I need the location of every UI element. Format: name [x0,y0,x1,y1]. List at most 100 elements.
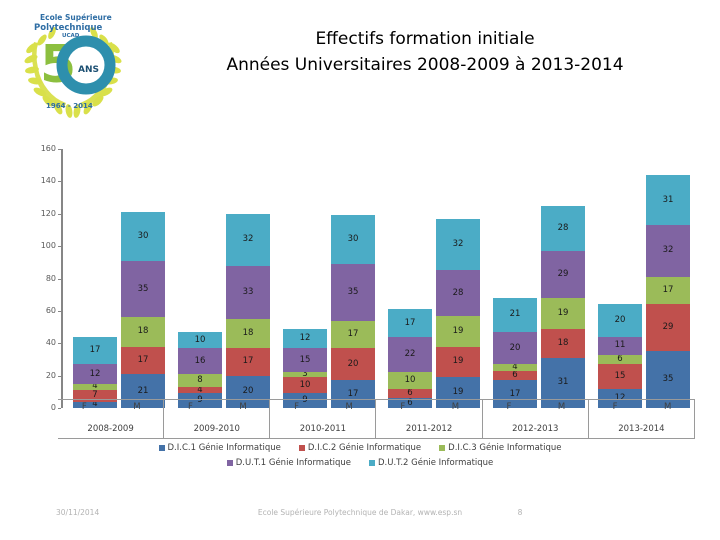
bar-value-label: 6 [617,354,623,364]
bar-segment[interactable]: 32 [645,225,691,277]
bar-group-2012-2013: 21 20 4 6 17 28 29 19 18 31 [482,149,587,408]
bar-segment[interactable]: 20 [225,375,271,408]
x-axis-group-2012-2013: F M 2012-2013 [483,399,589,439]
bar-segment[interactable]: 19 [435,377,481,408]
bar-segment[interactable]: 20 [330,348,376,381]
bar-segment[interactable]: 12 [282,328,328,349]
bar-segment[interactable]: 17 [330,380,376,408]
bar-segment[interactable]: 4 [492,364,538,371]
bar-segment[interactable]: 17 [645,276,691,305]
bar-group-2009-2010: 10 16 8 4 9 32 33 18 17 20 [167,149,272,408]
legend-item-DIC2[interactable]: D.I.C.2 Génie Informatique [298,441,421,456]
legend-swatch-icon [298,445,305,452]
bar-segment[interactable]: 28 [435,270,481,316]
bar-segment[interactable]: 12 [72,364,118,384]
bar-segment[interactable]: 7 [72,390,118,402]
bar-segment[interactable]: 17 [492,380,538,408]
stacked-bar-2010-2011-F[interactable]: 12 15 3 10 9 [282,328,328,408]
bar-segment[interactable]: 11 [597,336,643,355]
x-axis-year-label: 2010-2011 [299,424,347,434]
bar-segment[interactable]: 6 [597,354,643,365]
bar-segment[interactable]: 30 [120,212,166,261]
stacked-bar-2011-2012-M[interactable]: 32 28 19 19 19 [435,218,481,408]
x-axis-group-2011-2012: F M 2011-2012 [377,399,483,439]
bar-segment[interactable]: 17 [330,320,376,349]
x-axis-bottom-line [58,438,695,439]
bar-segment[interactable]: 19 [435,315,481,347]
stacked-bar-2013-2014-F[interactable]: 20 11 6 15 12 [597,304,643,408]
bar-segment[interactable]: 35 [645,351,691,408]
legend-item-DIC1[interactable]: D.I.C.1 Génie Informatique [158,441,281,456]
bar-segment[interactable]: 10 [387,372,433,389]
bar-segment[interactable]: 17 [387,309,433,337]
bar-segment[interactable]: 4 [177,386,223,394]
bar-value-label: 20 [509,342,521,353]
stacked-bar-2011-2012-F[interactable]: 17 22 10 6 6 [387,309,433,408]
bar-segment[interactable]: 6 [492,370,538,381]
stacked-bar-2012-2013-F[interactable]: 21 20 4 6 17 [492,297,538,408]
bar-segment[interactable]: 32 [225,213,271,266]
x-axis-sub-label-F: F [294,402,300,412]
bar-segment[interactable]: 29 [645,304,691,352]
stacked-bar-2013-2014-M[interactable]: 31 32 17 29 35 [645,174,691,408]
bar-segment[interactable]: 10 [282,377,328,394]
bar-segment[interactable]: 28 [540,205,586,252]
bar-segment[interactable]: 35 [120,260,166,318]
bar-segment[interactable]: 9 [177,393,223,408]
bar-segment[interactable]: 20 [492,331,538,365]
bar-value-label: 35 [347,286,359,297]
bar-value-label: 17 [662,285,674,296]
bar-segment[interactable]: 6 [387,398,433,408]
stacked-bar-2009-2010-M[interactable]: 32 33 18 17 20 [225,213,271,408]
y-tick-label-0: 0 [50,403,56,412]
bar-segment[interactable]: 6 [387,388,433,399]
stacked-bar-2012-2013-M[interactable]: 28 29 19 18 31 [540,205,586,408]
bar-value-label: 10 [194,334,206,345]
bar-value-label: 20 [614,315,626,326]
bar-segment[interactable]: 21 [120,374,166,408]
bar-segment[interactable]: 4 [72,401,118,408]
bar-segment[interactable]: 15 [597,364,643,389]
bar-segment[interactable]: 12 [597,388,643,408]
x-axis-group-2013-2014: F M 2013-2014 [589,399,695,439]
bar-segment[interactable]: 31 [645,174,691,226]
bar-segment[interactable]: 33 [225,265,271,319]
bar-segment[interactable]: 8 [177,374,223,387]
bar-segment[interactable]: 20 [597,304,643,337]
bar-segment[interactable]: 9 [282,393,328,408]
x-axis-sub-label-M: M [557,402,566,412]
legend-item-DIC3[interactable]: D.I.C.3 Génie Informatique [439,441,561,456]
bar-segment[interactable]: 29 [540,251,586,298]
bar-segment[interactable]: 16 [177,348,223,375]
bar-segment[interactable]: 19 [435,346,481,378]
stacked-bar-2008-2009-M[interactable]: 30 35 18 17 21 [120,212,166,408]
bar-segment[interactable]: 30 [330,215,376,264]
legend-item-DUT1[interactable]: D.U.T.1 Génie Informatique [226,456,351,471]
stacked-bar-2009-2010-F[interactable]: 10 16 8 4 9 [177,331,223,408]
bar-segment[interactable]: 19 [540,297,586,329]
bar-segment[interactable]: 18 [120,317,166,347]
bar-segment[interactable]: 10 [177,331,223,349]
bar-segment[interactable]: 32 [435,218,481,271]
bar-segment[interactable]: 15 [282,348,328,373]
bar-value-label: 17 [509,388,521,399]
bar-value-label: 18 [242,328,254,339]
bar-segment[interactable]: 18 [225,318,271,349]
bar-segment[interactable]: 18 [540,328,586,358]
legend-item-DUT2[interactable]: D.U.T.2 Génie Informatique [369,456,493,471]
bar-segment[interactable]: 4 [72,383,118,391]
legend-swatch-icon [226,460,233,466]
bar-segment[interactable]: 35 [330,263,376,321]
bar-segment[interactable]: 3 [282,372,328,378]
bar-segment[interactable]: 17 [72,336,118,365]
bar-segment[interactable]: 17 [225,348,271,376]
bar-value-label: 32 [452,239,464,250]
slide-footer: 30/11/2014 Ecole Supérieure Polytechniqu… [0,508,720,528]
stacked-bar-2010-2011-M[interactable]: 30 35 17 20 17 [330,215,376,408]
bar-segment[interactable]: 22 [387,336,433,373]
bar-segment[interactable]: 17 [120,346,166,375]
bar-segment[interactable]: 21 [492,297,538,332]
stacked-bar-2008-2009-F[interactable]: 17 12 4 7 4 [72,336,118,408]
y-tick-mark-140 [58,181,61,183]
legend-label: D.U.T.2 Génie Informatique [378,458,494,468]
